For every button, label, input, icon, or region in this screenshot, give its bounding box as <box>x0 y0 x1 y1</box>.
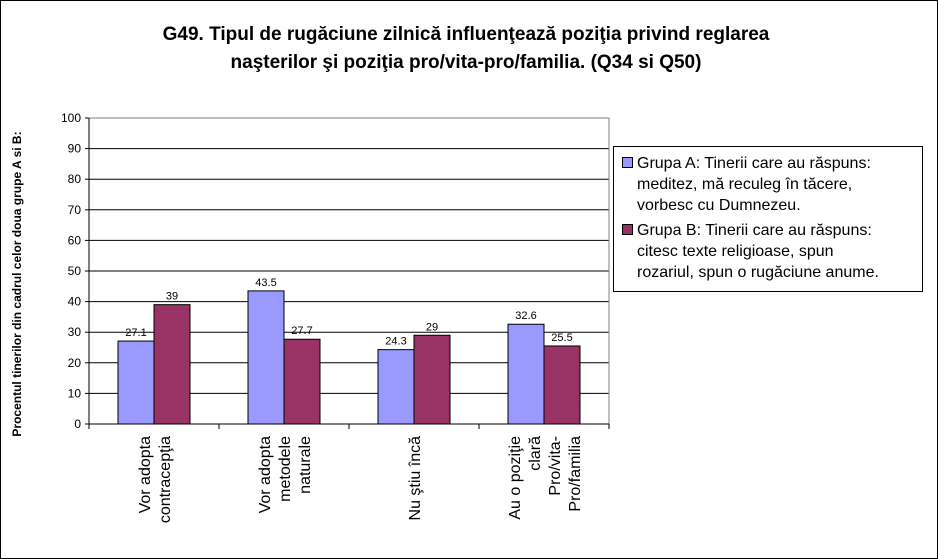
data-label: 43.5 <box>255 277 276 289</box>
bar-series-b <box>153 304 191 425</box>
data-label: 25.5 <box>551 332 572 344</box>
bar-series-b <box>543 345 581 425</box>
legend-swatch-a <box>622 157 633 168</box>
x-category-label-line: Vor adopta <box>137 436 154 514</box>
bar-series-a <box>247 290 285 425</box>
x-category-label-line: Pro/vita- <box>547 436 564 496</box>
legend-b-line-3: rozariul, spun o rugăciune anume. <box>637 264 879 281</box>
x-category-label-line: naturale <box>297 436 314 494</box>
legend-text-b: Grupa B: Tinerii care au răspuns: citesc… <box>637 220 916 283</box>
y-tick-label: 100 <box>61 111 81 125</box>
data-label: 39 <box>166 291 178 303</box>
chart-title-line-1: G49. Tipul de rugăciune zilnică influenţ… <box>162 24 770 45</box>
legend: Grupa A: Tinerii care au răspuns: medite… <box>613 146 923 292</box>
legend-b-line-2: citesc texte religioase, spun <box>637 243 834 260</box>
x-category-label-line: Au o poziţie <box>507 436 524 520</box>
legend-a-line-2: meditez, mă reculeg în tăcere, <box>637 176 853 193</box>
y-tick-label: 20 <box>68 356 82 370</box>
bar-series-b <box>413 334 451 425</box>
y-tick-label: 80 <box>68 172 82 186</box>
x-category-label: Au o poziţie clară Pro/vita- Pro/familia <box>507 436 584 520</box>
legend-text-a: Grupa A: Tinerii care au răspuns: medite… <box>637 153 916 216</box>
bar-series-a <box>117 340 155 425</box>
legend-a-line-1: Grupa A: Tinerii care au răspuns: <box>637 155 871 172</box>
x-category-label-line: contracepţia <box>157 436 174 523</box>
y-tick-label: 30 <box>68 325 82 339</box>
legend-item-b: Grupa B: Tinerii care au răspuns: citesc… <box>622 220 916 283</box>
data-label: 24.3 <box>385 336 406 348</box>
legend-b-line-1: Grupa B: Tinerii care au răspuns: <box>637 222 872 239</box>
y-tick-label: 40 <box>68 295 82 309</box>
y-tick-label: 50 <box>68 264 82 278</box>
chart-title-line-2: naşterilor şi poziţia pro/vita-pro/famil… <box>230 52 702 73</box>
data-label: 27.7 <box>291 325 312 337</box>
y-tick-label: 90 <box>68 142 82 156</box>
y-tick-label: 60 <box>68 233 82 247</box>
y-tick-label: 10 <box>68 386 82 400</box>
data-label: 27.1 <box>125 327 146 339</box>
x-category-label-line: clară <box>527 436 544 471</box>
legend-swatch-b <box>622 224 633 235</box>
bar-series-a <box>507 323 545 425</box>
bar-series-b <box>283 338 321 425</box>
x-category-label-line: Pro/familia <box>567 436 584 512</box>
x-category-label: Vor adopta contracepţia <box>137 436 174 523</box>
x-category-label-line: metodele <box>277 436 294 502</box>
chart-title: G49. Tipul de rugăciune zilnică influenţ… <box>61 21 871 77</box>
data-label: 29 <box>426 321 438 333</box>
bar-series-a <box>377 349 415 425</box>
x-category-label: Nu ştiu încă <box>407 436 424 521</box>
y-tick-label: 0 <box>74 417 81 431</box>
y-tick-label: 70 <box>68 203 82 217</box>
legend-item-a: Grupa A: Tinerii care au răspuns: medite… <box>622 153 916 216</box>
x-category-label-line: Nu ştiu încă <box>407 436 424 521</box>
x-category-label-line: Vor adopta <box>257 436 274 514</box>
x-category-label: Vor adopta metodele naturale <box>257 436 314 514</box>
data-label: 32.6 <box>515 310 536 322</box>
legend-a-line-3: vorbesc cu Dumnezeu. <box>637 197 801 214</box>
